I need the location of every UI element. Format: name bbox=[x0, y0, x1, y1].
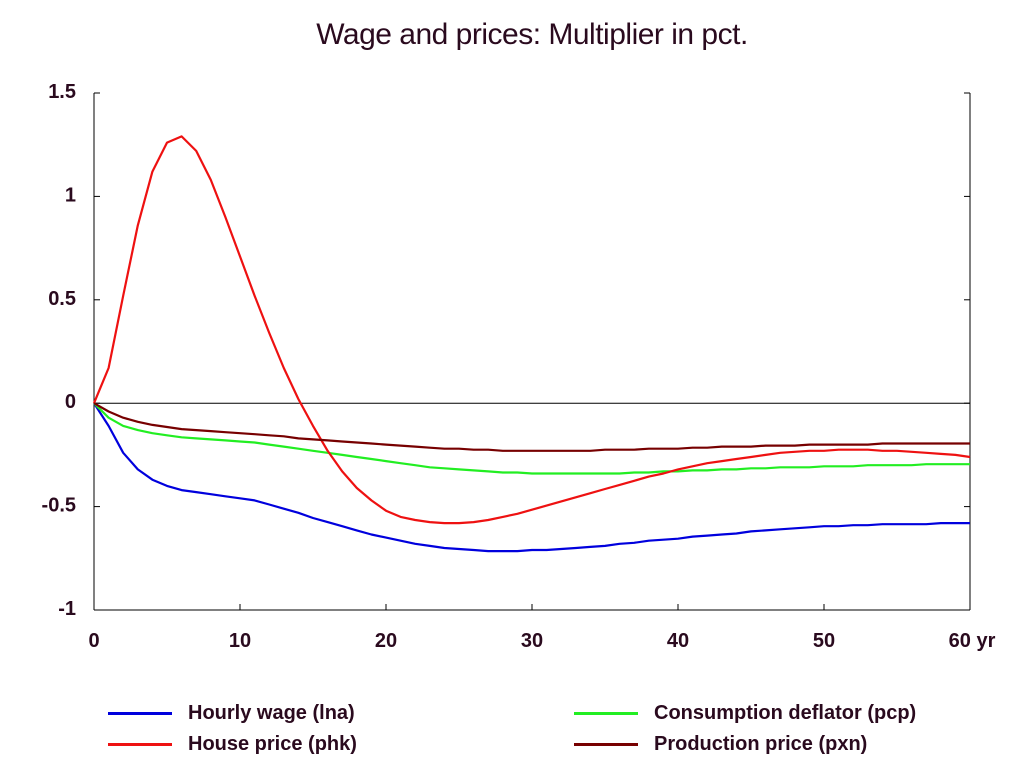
series-line-production-price-pxn bbox=[93, 402, 970, 452]
series-line-consumption-deflator-pcp bbox=[93, 402, 970, 475]
legend-label-consumption-deflator: Consumption deflator (pcp) bbox=[654, 702, 917, 724]
y-tick-label: -1 bbox=[58, 598, 76, 620]
y-tick-label: 0 bbox=[65, 391, 76, 413]
legend-label-house-price: House price (phk) bbox=[188, 733, 357, 755]
y-tick-label: 1.5 bbox=[48, 81, 76, 103]
legend-label-production-price: Production price (pxn) bbox=[654, 733, 868, 755]
legend-label-hourly-wage: Hourly wage (lna) bbox=[188, 702, 355, 724]
x-tick-label: 10 bbox=[229, 630, 251, 652]
x-axis-ticks: 0 10 20 30 40 50 60 yr bbox=[88, 604, 996, 652]
legend-swatch-production-price bbox=[574, 743, 638, 746]
chart-title: Wage and prices: Multiplier in pct. bbox=[316, 18, 748, 51]
legend-swatch-consumption-deflator bbox=[574, 712, 638, 715]
chart-axes bbox=[93, 93, 971, 611]
x-tick-label: 60 yr bbox=[949, 630, 996, 652]
x-tick-label: 30 bbox=[521, 630, 543, 652]
x-tick-label: 50 bbox=[813, 630, 835, 652]
x-tick-label: 20 bbox=[375, 630, 397, 652]
x-tick-label: 0 bbox=[88, 630, 99, 652]
y-tick-label: 1 bbox=[65, 184, 76, 206]
series-line-house-price-phk bbox=[92, 135, 971, 525]
x-tick-label: 40 bbox=[667, 630, 689, 652]
y-tick-label: 0.5 bbox=[48, 288, 76, 310]
y-tick-label: -0.5 bbox=[42, 495, 76, 517]
series-line-hourly-wage-lna bbox=[93, 402, 970, 553]
legend-swatch-hourly-wage bbox=[108, 712, 172, 715]
y-axis-ticks: 1.5 1 0.5 0 -0.5 -1 bbox=[42, 81, 970, 620]
legend-swatch-house-price bbox=[108, 743, 172, 746]
series-lines bbox=[92, 135, 971, 553]
